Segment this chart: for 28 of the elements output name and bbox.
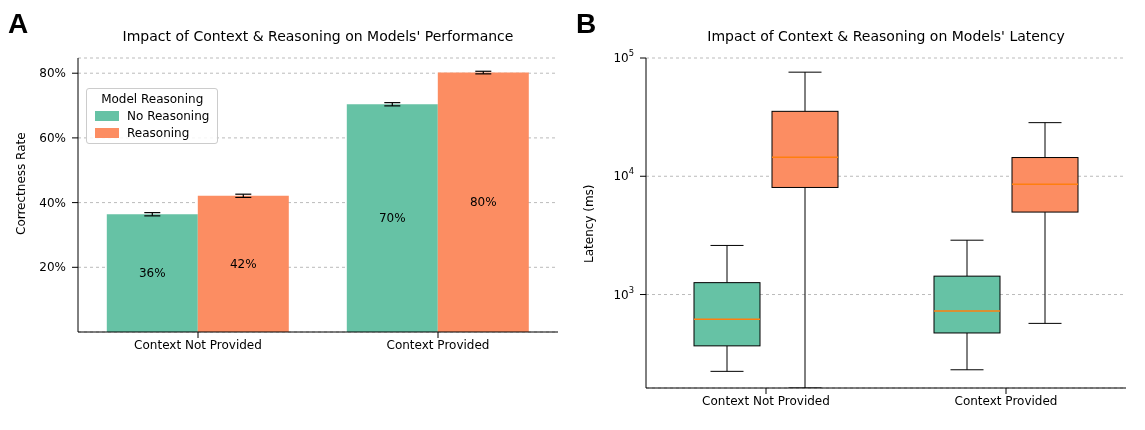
bar bbox=[346, 104, 438, 332]
data-label: 70% bbox=[378, 211, 406, 226]
y-tick-label: 10$^{5}$ bbox=[613, 48, 634, 65]
y-tick-label: 10$^{3}$ bbox=[613, 284, 634, 302]
bar bbox=[437, 72, 529, 332]
y-tick-label: 20% bbox=[39, 260, 66, 275]
x-tick-label: Context Provided bbox=[954, 393, 1058, 408]
bar bbox=[106, 214, 198, 332]
y-tick-label: 60% bbox=[39, 130, 66, 145]
x-tick-label: Context Not Provided bbox=[134, 337, 262, 352]
text: A bbox=[8, 8, 29, 40]
x-tick-label: Context Provided bbox=[386, 337, 490, 352]
y-axis-title: Correctness Rate bbox=[14, 132, 29, 235]
y-tick-label: 10$^{4}$ bbox=[613, 166, 634, 184]
chart-title: Impact of Context & Reasoning on Models' Performance bbox=[121, 28, 515, 44]
data-label: 80% bbox=[469, 195, 497, 210]
data-label: 42% bbox=[229, 256, 257, 271]
bar bbox=[197, 195, 289, 332]
y-axis-title: Latency (ms) bbox=[582, 184, 597, 263]
chart-title: Impact of Context & Reasoning on Models' Latency bbox=[706, 28, 1066, 44]
legend-title: Model Reasoning bbox=[100, 92, 205, 106]
y-tick-label: 80% bbox=[39, 66, 66, 81]
legend-label: No Reasoning bbox=[127, 109, 210, 123]
text: B bbox=[576, 8, 597, 40]
y-tick-label: 40% bbox=[39, 195, 66, 210]
data-label: 36% bbox=[138, 266, 166, 281]
legend-label: Reasoning bbox=[127, 126, 190, 140]
x-tick-label: Context Not Provided bbox=[702, 393, 830, 408]
